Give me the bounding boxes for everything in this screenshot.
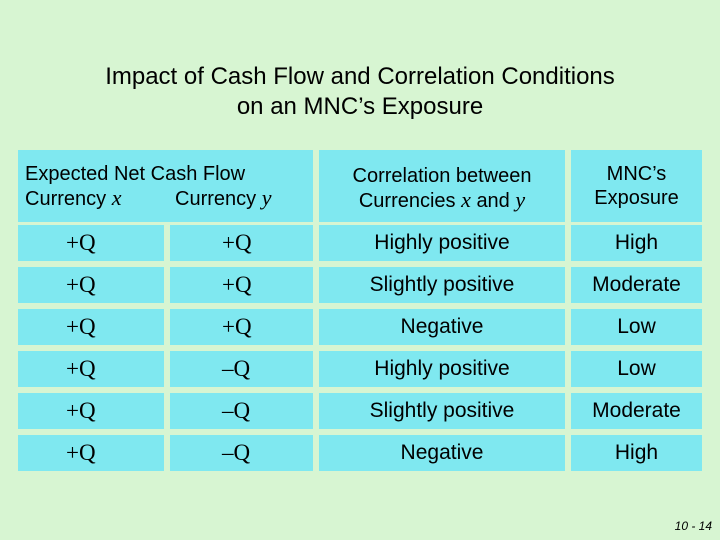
cell-cash-flow-x: +Q bbox=[18, 225, 164, 261]
cell-exposure: Moderate bbox=[571, 267, 702, 303]
cell-exposure: Low bbox=[571, 309, 702, 345]
header-cash-flow-title: Expected Net Cash Flow bbox=[25, 163, 246, 185]
header-currency-x-label: Currency bbox=[25, 188, 107, 210]
header-currency-y: Currency y bbox=[175, 186, 271, 211]
cell-cash-flow-x: +Q bbox=[18, 309, 164, 345]
cell-exposure: High bbox=[571, 435, 702, 471]
header-correlation: Correlation between Currencies x and y bbox=[319, 150, 565, 222]
cell-exposure: Low bbox=[571, 351, 702, 387]
header-exposure-line-1: MNC’s bbox=[606, 163, 667, 185]
page-number: 10 - 14 bbox=[674, 519, 712, 533]
cell-correlation: Slightly positive bbox=[319, 267, 565, 303]
header-currency-y-label: Currency bbox=[175, 188, 257, 210]
header-var-x: x bbox=[111, 185, 122, 210]
cell-cash-flow-y: +Q bbox=[170, 267, 313, 303]
header-var-y: y bbox=[261, 185, 272, 210]
slide-title: Impact of Cash Flow and Correlation Cond… bbox=[0, 62, 720, 122]
cell-correlation: Slightly positive bbox=[319, 393, 565, 429]
slide-title-line-1: Impact of Cash Flow and Correlation Cond… bbox=[105, 63, 615, 90]
cell-cash-flow-y: –Q bbox=[170, 393, 313, 429]
header-currencies-label: Currencies bbox=[358, 190, 456, 212]
cell-cash-flow-y: +Q bbox=[170, 309, 313, 345]
header-corr-var-y: y bbox=[515, 187, 526, 212]
cell-exposure: Moderate bbox=[571, 393, 702, 429]
cell-cash-flow-x: +Q bbox=[18, 435, 164, 471]
cell-cash-flow-x: +Q bbox=[18, 351, 164, 387]
header-cash-flow: Expected Net Cash Flow Currency x Curren… bbox=[18, 150, 313, 222]
cell-correlation: Highly positive bbox=[319, 351, 565, 387]
cell-correlation: Negative bbox=[319, 435, 565, 471]
header-corr-and: and bbox=[476, 190, 510, 212]
cell-cash-flow-y: –Q bbox=[170, 435, 313, 471]
slide-title-line-2: on an MNC’s Exposure bbox=[236, 93, 484, 120]
cell-cash-flow-x: +Q bbox=[18, 267, 164, 303]
header-currency-x: Currency x bbox=[25, 186, 175, 211]
header-corr-var-x: x bbox=[461, 187, 471, 212]
cell-cash-flow-x: +Q bbox=[18, 393, 164, 429]
cell-cash-flow-y: +Q bbox=[170, 225, 313, 261]
cell-exposure: High bbox=[571, 225, 702, 261]
cell-correlation: Negative bbox=[319, 309, 565, 345]
header-exposure: MNC’s Exposure bbox=[571, 150, 702, 222]
cell-cash-flow-y: –Q bbox=[170, 351, 313, 387]
header-correlation-title: Correlation between bbox=[352, 165, 532, 187]
cell-correlation: Highly positive bbox=[319, 225, 565, 261]
header-exposure-line-2: Exposure bbox=[594, 187, 679, 209]
